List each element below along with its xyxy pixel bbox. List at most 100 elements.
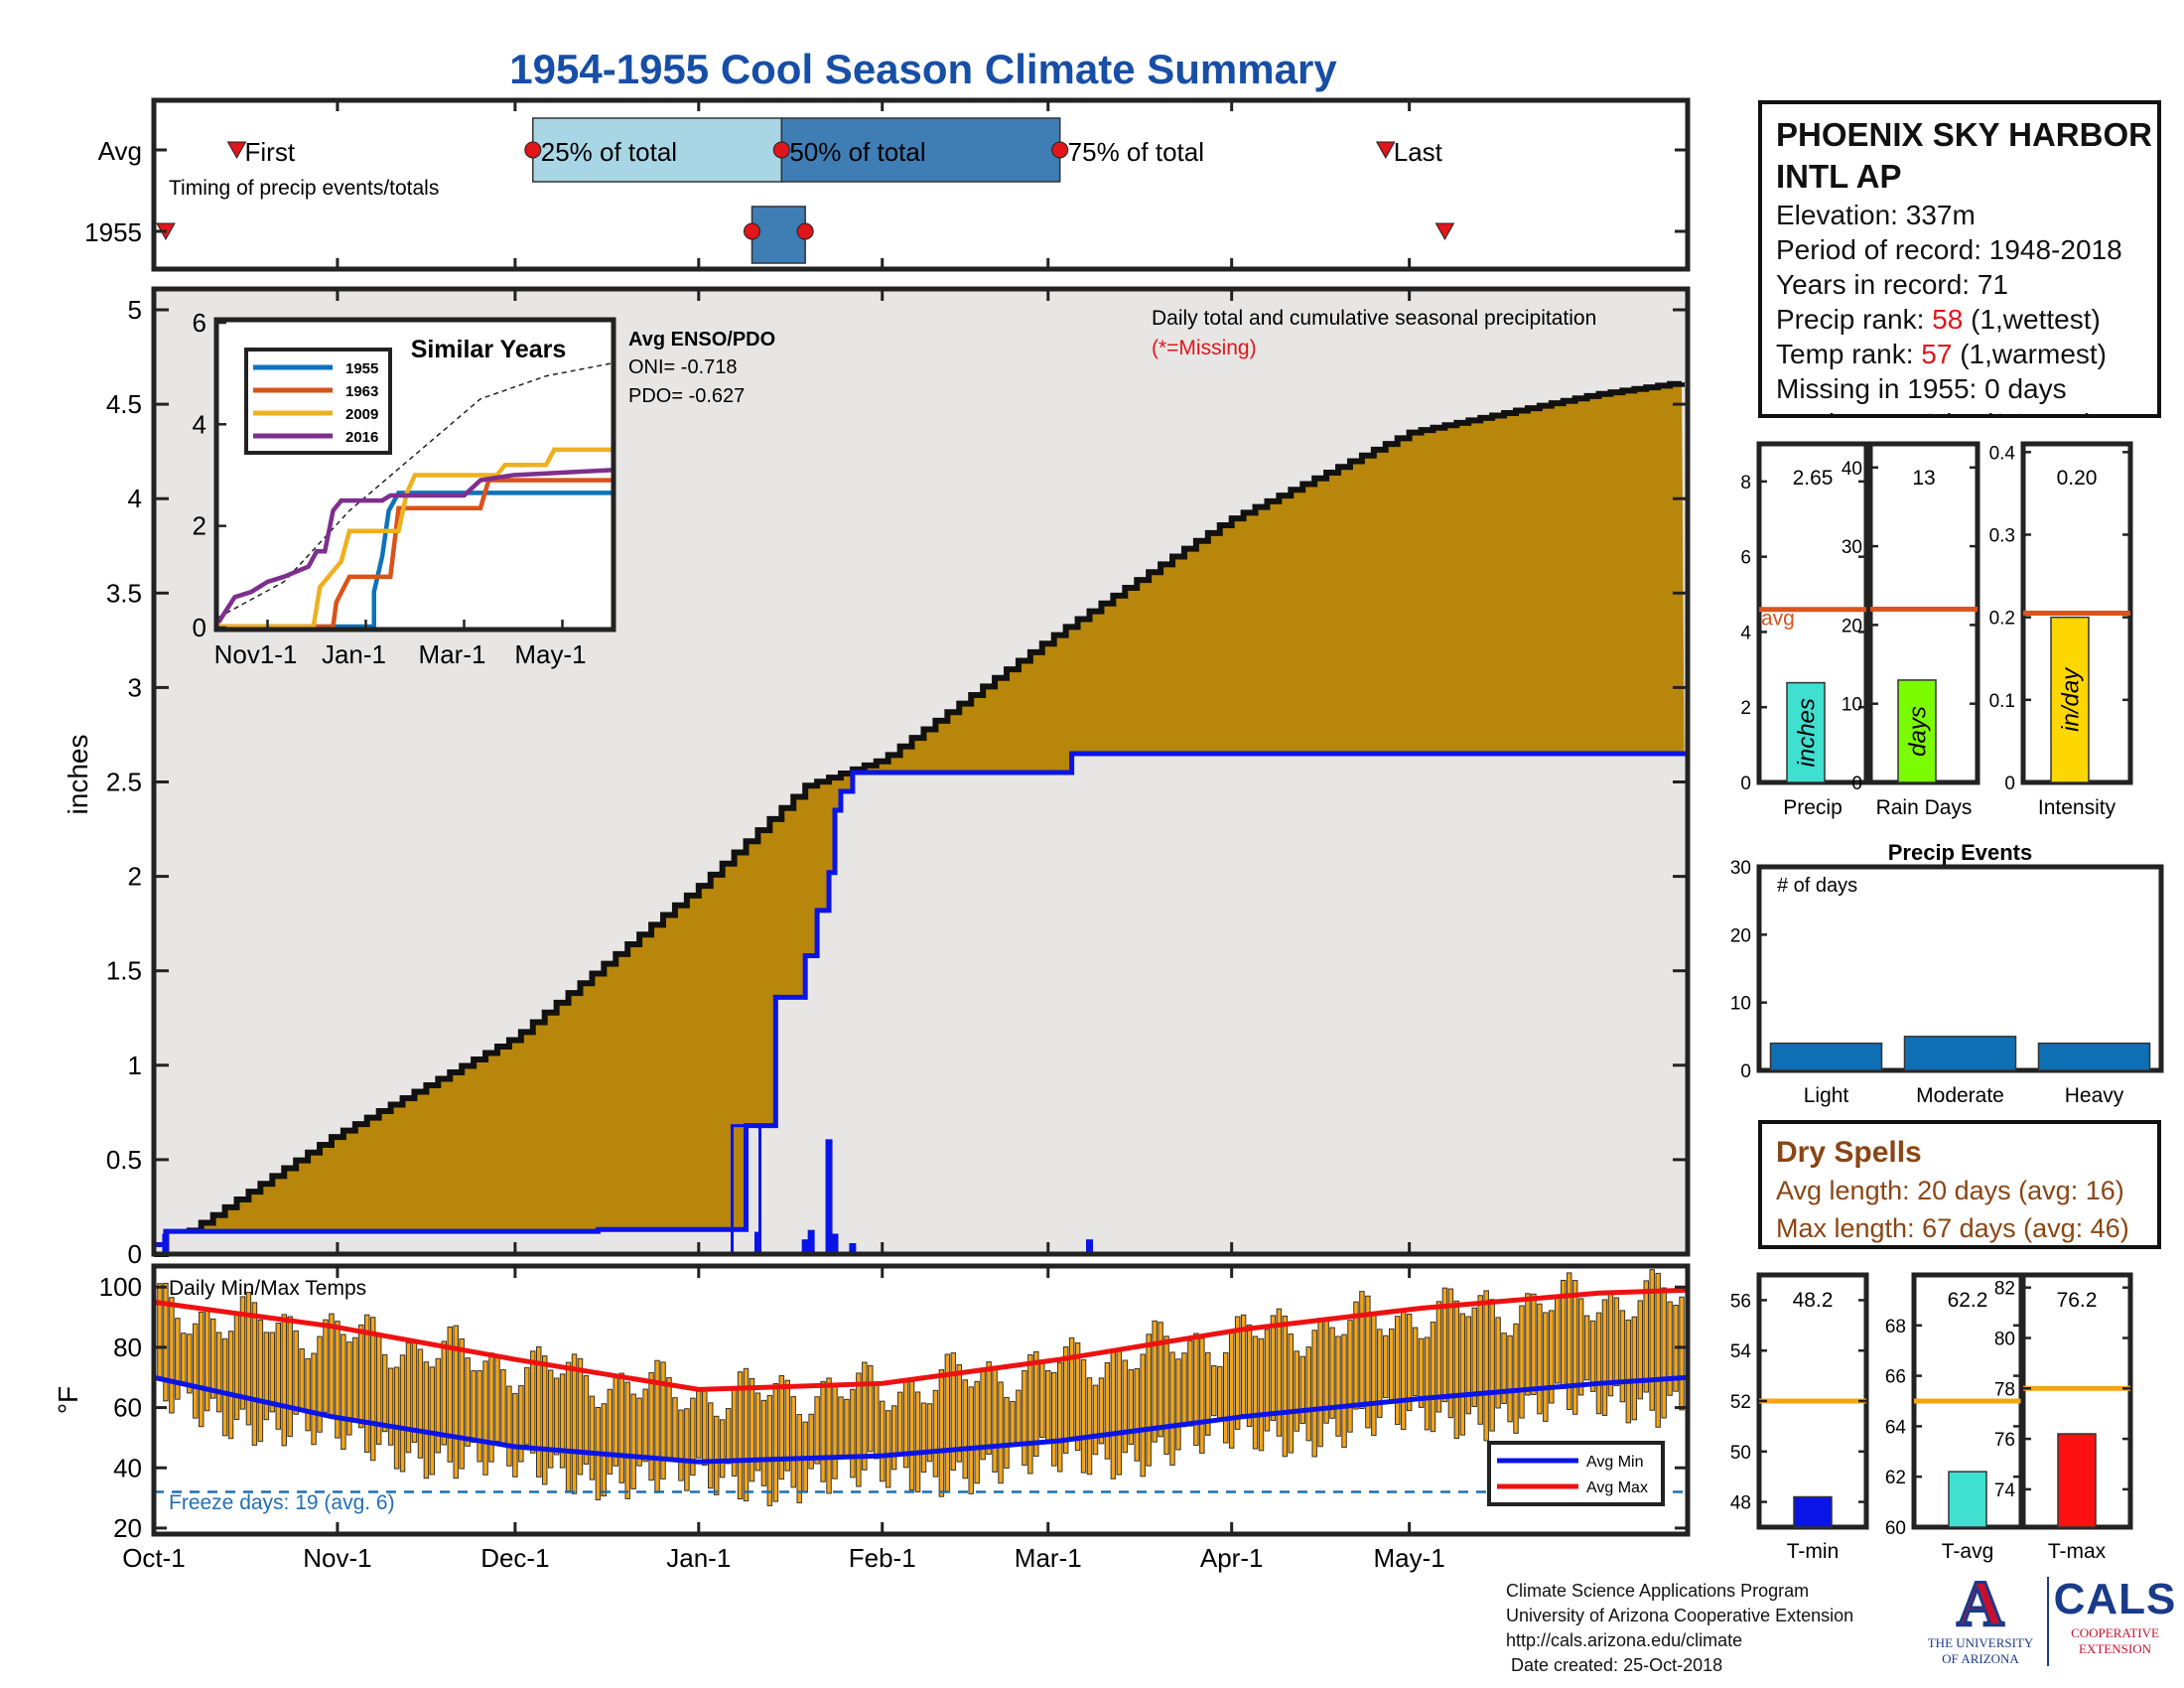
daily-temp-bar (1163, 1336, 1169, 1456)
daily-temp-bar (968, 1386, 974, 1494)
temp-summary-ytick-label: 54 (1730, 1341, 1752, 1362)
events-ytick-label: 10 (1730, 994, 1751, 1015)
summary-bar-0 (1786, 681, 1826, 783)
daily-temp-bar (1050, 1371, 1057, 1467)
daily-temp-bar (690, 1397, 696, 1477)
daily-temp-bar (221, 1337, 228, 1437)
inset-series-line-2009 (218, 447, 612, 630)
daily-temp-bar (666, 1377, 672, 1459)
events-category-label: Moderate (1916, 1084, 2004, 1107)
daily-temp-bar (1276, 1308, 1283, 1437)
daily-temp-bar (749, 1377, 755, 1482)
summary-ytick-label: 0.2 (1989, 609, 2015, 630)
daily-temp-bar (1394, 1316, 1401, 1426)
enso-title: Avg ENSO/PDO (628, 329, 775, 351)
temp-summary-bar-2 (2057, 1433, 2097, 1528)
ua-logo: A THE UNIVERSITY OF ARIZONA (1921, 1570, 2040, 1667)
daily-temp-bar (1365, 1295, 1371, 1429)
daily-temp-bar (1217, 1365, 1223, 1422)
temp-summary-ytick-label: 60 (1885, 1518, 1906, 1539)
daily-temp-bar (1010, 1400, 1016, 1447)
right-temp-bars: 48.2 T-min 48 50 52 54 56 62.2 T-avg 60 62 64 66 68 76… (1730, 1272, 2133, 1563)
events-category-label: Light (1804, 1084, 1849, 1107)
daily-temp-bar (696, 1389, 702, 1459)
daily-temp-bar (239, 1296, 246, 1410)
inset-legend-label: 2009 (345, 406, 378, 423)
station-name-line2: INTL AP (1776, 158, 1902, 195)
daily-temp-bar (1022, 1369, 1027, 1467)
daily-temp-bar (275, 1323, 282, 1430)
daily-temp-bar (209, 1318, 216, 1399)
summary-bar-unit-1: days (1904, 706, 1931, 757)
daily-temp-bar (215, 1332, 222, 1413)
temp-rank-note: (1,warmest) (1952, 339, 2108, 369)
daily-temp-bar (1400, 1309, 1407, 1431)
daily-temp-bar (601, 1403, 608, 1497)
1955-quartile-box (751, 206, 806, 264)
precip-panel: 0 0.5 1 1.5 2 2.5 3 3.5 4 4.5 5 inches Daily total… (63, 286, 1691, 1269)
temp-summary-value-1: 62.2 (1948, 1289, 1988, 1312)
daily-temp-bar (814, 1396, 820, 1465)
daily-temp-bar (405, 1341, 412, 1454)
daily-temp-bar (429, 1366, 436, 1476)
daily-temp-bar (293, 1330, 299, 1415)
timing-caption: Timing of precip events/totals (169, 177, 439, 200)
dry-spells-title: Dry Spells (1776, 1136, 1922, 1169)
daily-temp-bar (932, 1389, 939, 1477)
daily-precip-bar (753, 1231, 761, 1256)
avg-p75-marker (1051, 141, 1069, 159)
summary-bar-label-0: Precip (1783, 796, 1843, 819)
summary-ytick-label: 20 (1842, 616, 1862, 636)
daily-temp-bar (1169, 1351, 1175, 1467)
avg-max-line (153, 1287, 1689, 1392)
cals-logo: CALS COOPERATIVE EXTENSION (2053, 1574, 2177, 1657)
temp-summary-label-0: T-min (1787, 1540, 1840, 1563)
precip-rank-label: Precip rank: (1776, 304, 1933, 335)
daily-temp-bar (1104, 1361, 1111, 1460)
daily-temp-bar (1305, 1346, 1311, 1442)
avg-p50-marker (772, 141, 790, 159)
daily-temp-bar (1004, 1396, 1010, 1470)
x-axis-date-label: Feb-1 (849, 1543, 916, 1573)
daily-temp-bar (512, 1392, 518, 1477)
timing-panel: Avg 1955 Timing of precip events/totals … (84, 97, 1691, 272)
daily-temp-bar (896, 1391, 903, 1457)
daily-temp-bar (1453, 1300, 1460, 1440)
daily-temp-bar (257, 1319, 264, 1443)
temp-summary-label-2: T-max (2048, 1540, 2107, 1563)
daily-temp-bar (1483, 1290, 1489, 1442)
temp-summary-ytick-label: 52 (1730, 1392, 1751, 1413)
footer-credits: Climate Science Applications Program Uni… (1506, 1579, 1853, 1678)
avg-first-marker (226, 141, 247, 160)
daily-temp-bar (1027, 1353, 1033, 1475)
daily-temp-bar (920, 1402, 927, 1474)
x-axis-date-label: Jan-1 (666, 1543, 731, 1573)
daily-temp-bar (630, 1393, 636, 1489)
daily-temp-bar (323, 1319, 329, 1413)
daily-temp-bar (547, 1369, 554, 1469)
daily-temp-bar (1577, 1298, 1584, 1396)
temp-summary-bar-1 (1948, 1471, 1987, 1528)
daily-temp-bar (589, 1395, 596, 1480)
daily-temp-bar (725, 1408, 732, 1465)
daily-temp-bar (1264, 1329, 1271, 1432)
daily-temp-bar (1371, 1312, 1377, 1437)
precip-ytick-label: 0.5 (106, 1145, 142, 1175)
daily-temp-bar (838, 1396, 844, 1458)
temp-ytick-label: 20 (113, 1513, 142, 1543)
daily-temp-bar (1631, 1316, 1638, 1421)
daily-temp-bar (169, 1297, 175, 1414)
daily-temp-bar (375, 1333, 382, 1445)
temp-summary-bar-0 (1793, 1495, 1833, 1528)
x-axis-date-label: May-1 (1374, 1543, 1445, 1573)
daily-temp-bar (986, 1361, 992, 1456)
daily-temp-bar (1383, 1335, 1389, 1399)
precip-ytick-label: 2.5 (106, 768, 142, 797)
precip-ytick-label: 1 (128, 1051, 142, 1080)
daily-temp-bar (263, 1332, 270, 1421)
daily-temp-bar (577, 1357, 584, 1476)
daily-temp-bar (447, 1326, 453, 1463)
summary-bar-unit-0: inches (1793, 698, 1820, 767)
daily-temp-bar (423, 1361, 430, 1479)
